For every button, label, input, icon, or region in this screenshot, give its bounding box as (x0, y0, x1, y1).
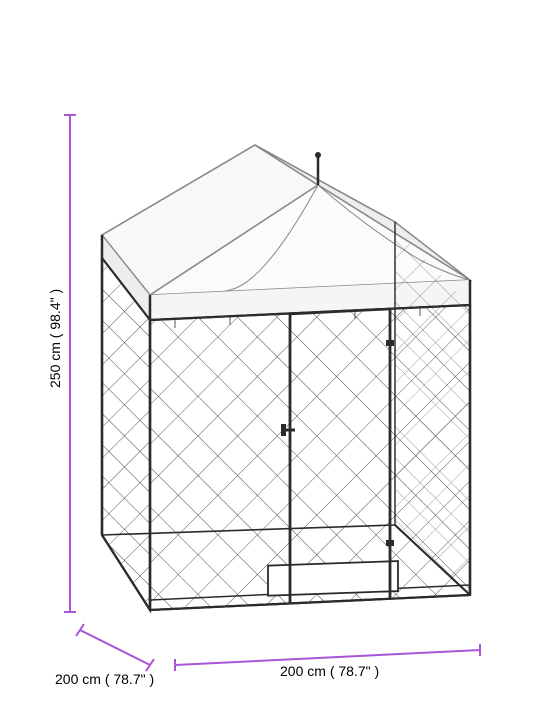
left-side-panel (102, 258, 150, 610)
depth-in: ( 78.7" ) (105, 671, 154, 687)
diagram-container: 250 cm ( 98.4" ) 200 cm ( 78.7" ) 200 cm… (0, 0, 540, 720)
width-in: ( 78.7" ) (330, 663, 379, 679)
depth-label: 200 cm ( 78.7" ) (55, 670, 154, 688)
kennel-drawing (0, 0, 540, 720)
width-cm: 200 cm (280, 663, 326, 679)
height-label: 250 cm ( 98.4" ) (46, 289, 64, 388)
width-label: 200 cm ( 78.7" ) (280, 662, 379, 680)
height-in: ( 98.4" ) (47, 289, 63, 338)
height-cm: 250 cm (47, 342, 63, 388)
depth-cm: 200 cm (55, 671, 101, 687)
